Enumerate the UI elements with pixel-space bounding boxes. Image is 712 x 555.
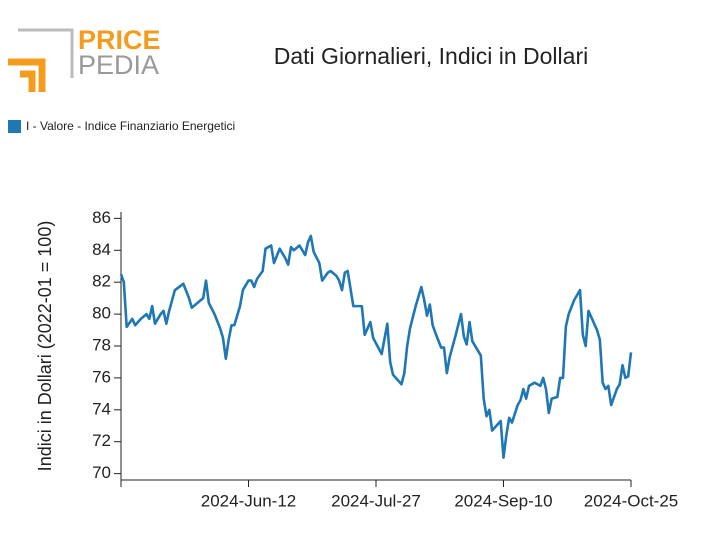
y-axis-label: Indici in Dollari (2022-01 = 100) xyxy=(35,221,55,472)
y-tick-label: 70 xyxy=(92,463,111,482)
x-tick-label: 2024-Oct-25 xyxy=(584,491,679,510)
y-tick-label: 76 xyxy=(92,367,111,386)
logo: PRICE PEDIA xyxy=(8,25,161,92)
y-tick-label: 72 xyxy=(92,431,111,450)
chart-title: Dati Giornalieri, Indici in Dollari xyxy=(274,43,588,69)
logo-bottom: PEDIA xyxy=(78,50,159,80)
legend-swatch xyxy=(8,120,21,133)
legend-label: I - Valore - Indice Finanziario Energeti… xyxy=(26,119,235,133)
logo-frame xyxy=(18,28,74,78)
line-series xyxy=(119,234,633,459)
x-tick-label: 2024-Jul-27 xyxy=(331,491,421,510)
x-tick-label: 2024-Sep-10 xyxy=(454,491,552,510)
y-tick-label: 82 xyxy=(92,272,111,291)
logo-top: PRICE xyxy=(78,25,161,55)
y-tick-label: 78 xyxy=(92,335,111,354)
y-tick-label: 84 xyxy=(92,240,111,259)
y-tick-label: 74 xyxy=(92,399,111,418)
y-tick-label: 86 xyxy=(92,208,111,227)
y-tick-label: 80 xyxy=(92,304,111,323)
logo-mark xyxy=(8,58,46,92)
x-tick-label: 2024-Jun-12 xyxy=(201,491,296,510)
